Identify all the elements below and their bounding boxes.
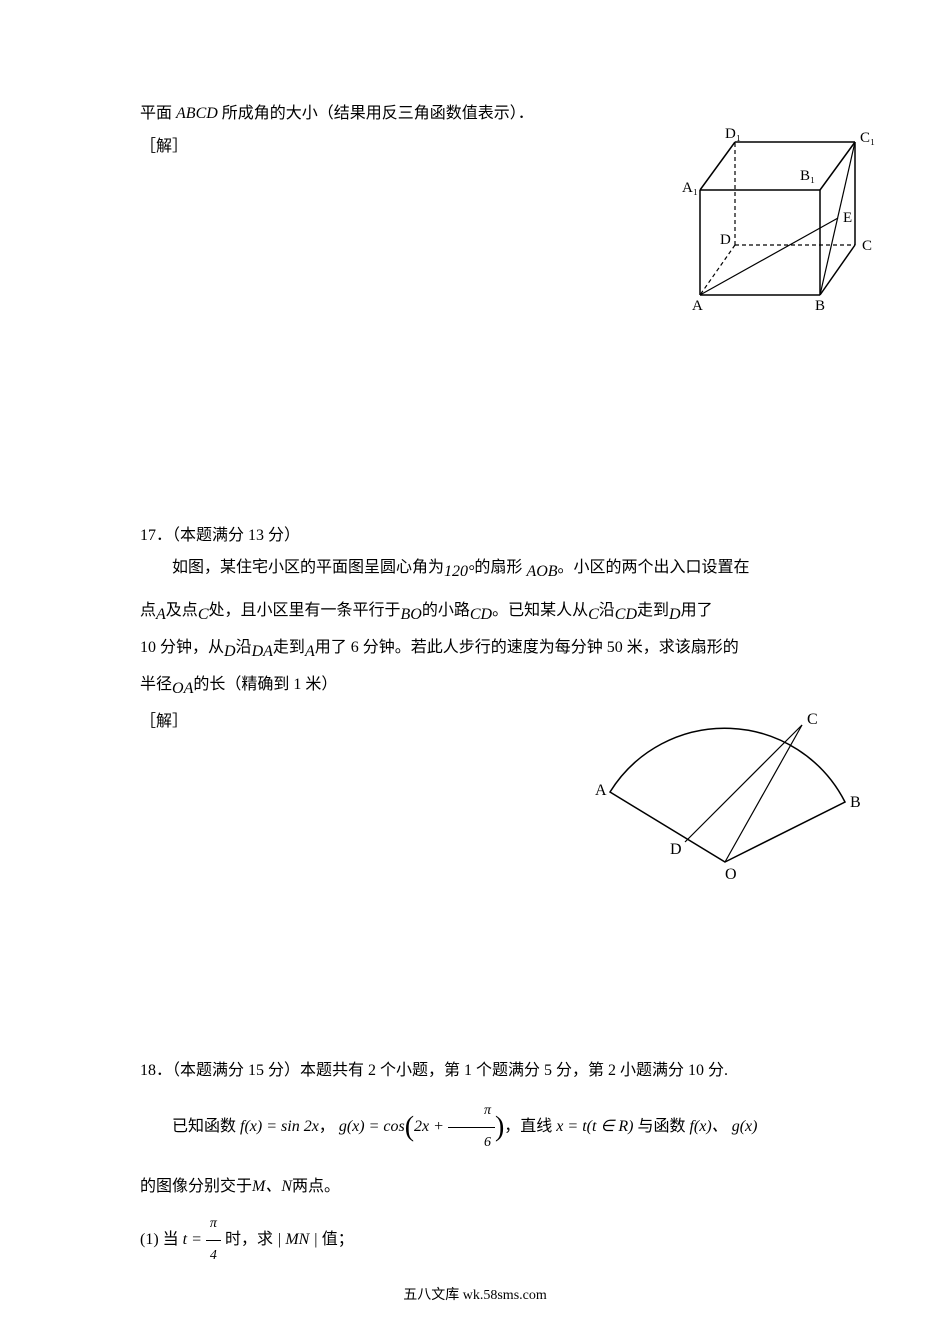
problem-number: 17． (140, 527, 172, 544)
problem-number-18: 18． (140, 1062, 172, 1079)
svg-text:D: D (670, 841, 682, 858)
problem-18-header: 18．（本题满分 15 分）本题共有 2 个小题，第 1 个题满分 5 分，第 … (140, 1057, 890, 1086)
svg-text:B: B (815, 298, 825, 314)
svg-text:C: C (807, 711, 818, 728)
svg-text:D₁: D₁ (725, 126, 741, 142)
text-suffix: 所成角的大小（结果用反三角函数值表示）． (222, 105, 534, 122)
problem-18-line2: 的图像分别交于M、N两点。 (140, 1173, 890, 1202)
svg-text:B: B (850, 794, 861, 811)
svg-text:C₁: C₁ (860, 130, 875, 146)
sector-diagram: A B C D O (570, 702, 870, 882)
svg-text:E: E (843, 210, 852, 226)
problem-17-line3: 10 分钟，从D沿DA走到A用了 6 分钟。若此人步行的速度为每分钟 50 米，… (140, 634, 890, 667)
cube-diagram: D₁ C₁ A₁ B₁ E D C A B (670, 120, 900, 330)
problem-18-part1: (1) 当 t = π4 时，求 | MN | 值； (140, 1209, 890, 1272)
problem-17-header: 17．（本题满分 13 分） (140, 522, 890, 551)
problem-17: 17．（本题满分 13 分） 如图，某住宅小区的平面图呈圆心角为120°的扇形 … (140, 522, 890, 738)
fraction-pi-4: π4 (206, 1209, 221, 1272)
abcd-label: ABCD (176, 105, 218, 122)
svg-text:B₁: B₁ (800, 168, 815, 184)
problem-17-line1: 如图，某住宅小区的平面图呈圆心角为120°的扇形 AOB。小区的两个出入口设置在 (140, 554, 890, 587)
problem-17-line2: 点A及点C处，且小区里有一条平行于BO的小路CD。已知某人从C沿CD走到D用了 (140, 597, 890, 630)
svg-text:O: O (725, 866, 737, 882)
problem-16: 平面 ABCD 所成角的大小（结果用反三角函数值表示）． ［解］ D₁ C₁ A… (140, 100, 890, 162)
fraction-pi-6: π6 (448, 1096, 495, 1159)
problem-18: 18．（本题满分 15 分）本题共有 2 个小题，第 1 个题满分 5 分，第 … (140, 1057, 890, 1272)
text-prefix: 平面 (140, 105, 172, 122)
svg-text:D: D (720, 232, 731, 248)
problem-18-line1: 已知函数 f(x) = sin 2x， g(x) = cos(2x + π6)，… (140, 1096, 890, 1159)
page-footer: 五八文库 wk.58sms.com (0, 1284, 950, 1304)
svg-text:A: A (692, 298, 703, 314)
svg-text:A: A (595, 782, 607, 799)
svg-text:C: C (862, 238, 872, 254)
svg-text:A₁: A₁ (682, 180, 698, 196)
problem-header: （本题满分 13 分） (172, 527, 300, 544)
problem-17-line4: 半径OA的长（精确到 1 米） (140, 671, 890, 704)
